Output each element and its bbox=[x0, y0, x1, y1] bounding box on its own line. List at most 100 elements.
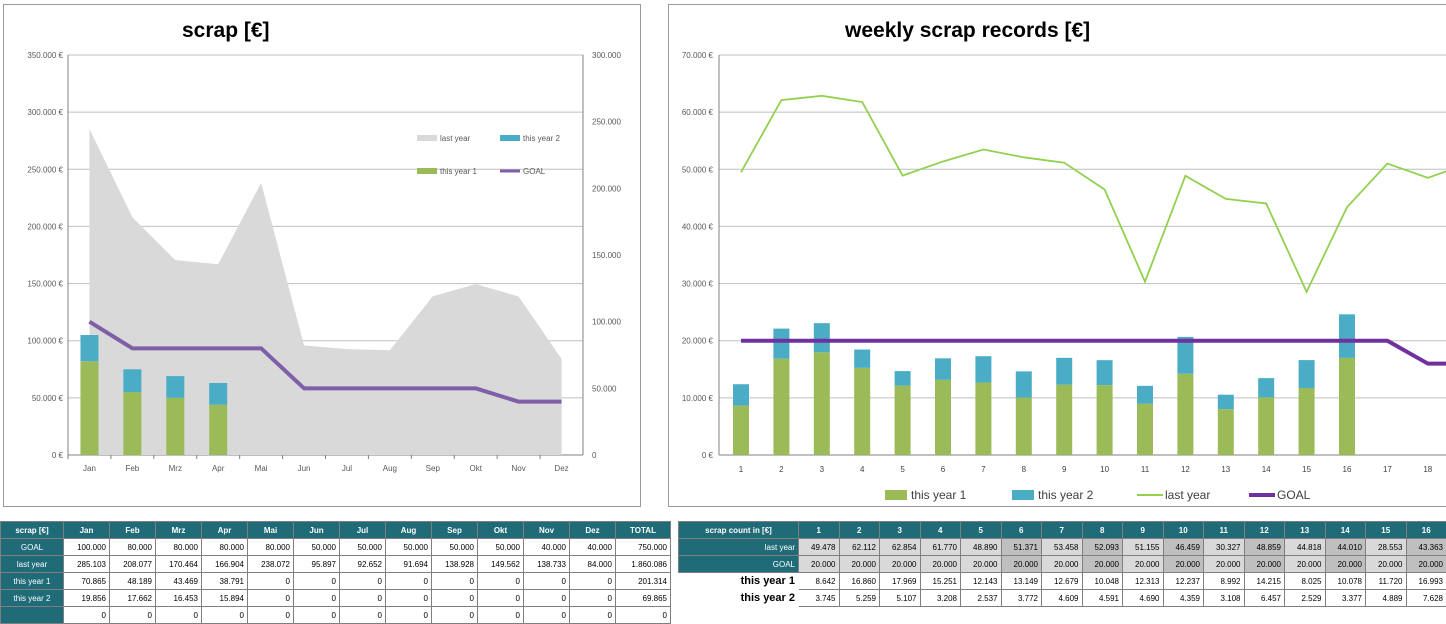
table-cell: 17.969 bbox=[880, 573, 921, 590]
table-cell: 0 bbox=[294, 573, 340, 590]
table-cell: 138.733 bbox=[524, 556, 570, 573]
table-cell: 48.189 bbox=[110, 573, 156, 590]
x-tick-label: Aug bbox=[383, 464, 397, 473]
bar-this-year-1 bbox=[773, 359, 789, 455]
table-cell: 20.000 bbox=[799, 556, 840, 573]
table-cell: 10.078 bbox=[1325, 573, 1366, 590]
bar-this-year-2 bbox=[773, 329, 789, 359]
table-cell: 20.000 bbox=[1244, 556, 1285, 573]
table-cell: 15.251 bbox=[920, 573, 961, 590]
table-cell: 3.108 bbox=[1204, 590, 1245, 607]
table-cell: 61.770 bbox=[920, 539, 961, 556]
table-cell: 3.772 bbox=[1001, 590, 1042, 607]
monthly-scrap-chart: 0 €50.000 €100.000 €150.000 €200.000 €25… bbox=[4, 5, 640, 506]
table-cell: 20.000 bbox=[1285, 556, 1326, 573]
bar-this-year-2 bbox=[166, 376, 184, 398]
bar-this-year-1 bbox=[1299, 388, 1315, 455]
table-cell: 14.215 bbox=[1244, 573, 1285, 590]
table-cell: 84.000 bbox=[570, 556, 616, 573]
y-tick-label: 70.000 € bbox=[682, 51, 714, 60]
table-cell: 3.377 bbox=[1325, 590, 1366, 607]
table-cell: 50.000 bbox=[478, 539, 524, 556]
row-label: this year 2 bbox=[679, 590, 799, 607]
table-cell: 4.889 bbox=[1366, 590, 1407, 607]
table-header-cell: 6 bbox=[1001, 522, 1042, 539]
table-cell: 8.642 bbox=[799, 573, 840, 590]
table-cell: 750.000 bbox=[616, 539, 671, 556]
bar-this-year-2 bbox=[1218, 395, 1234, 409]
table-header-cell: Jul bbox=[340, 522, 386, 539]
table-cell: 0 bbox=[64, 607, 110, 624]
table-cell: 2.529 bbox=[1285, 590, 1326, 607]
bar-this-year-1 bbox=[814, 352, 830, 455]
legend-label: last year bbox=[1165, 488, 1210, 502]
x-tick-label: 5 bbox=[900, 465, 905, 474]
table-cell: 48.859 bbox=[1244, 539, 1285, 556]
x-tick-label: 15 bbox=[1302, 465, 1311, 474]
table-cell: 6.457 bbox=[1244, 590, 1285, 607]
row-label: last year bbox=[679, 539, 799, 556]
y-tick-label: 250.000 € bbox=[27, 165, 63, 174]
table-header-cell: 15 bbox=[1366, 522, 1407, 539]
bar-this-year-2 bbox=[895, 371, 911, 385]
table-cell: 8.025 bbox=[1285, 573, 1326, 590]
table-cell: 50.000 bbox=[432, 539, 478, 556]
table-cell: 49.478 bbox=[799, 539, 840, 556]
table-cell: 0 bbox=[294, 590, 340, 607]
row-label: GOAL bbox=[1, 539, 64, 556]
table-cell: 80.000 bbox=[202, 539, 248, 556]
table-header-cell: 16 bbox=[1406, 522, 1446, 539]
table-cell: 0 bbox=[478, 573, 524, 590]
table-cell: 92.652 bbox=[340, 556, 386, 573]
bar-this-year-1 bbox=[123, 392, 141, 455]
bar-this-year-2 bbox=[1258, 378, 1274, 397]
table-cell: 62.112 bbox=[839, 539, 880, 556]
x-tick-label: Mrz bbox=[169, 464, 182, 473]
y2-tick-label: 100.000 bbox=[592, 318, 621, 327]
legend-swatch bbox=[1012, 490, 1034, 500]
table-cell: 3.745 bbox=[799, 590, 840, 607]
x-tick-label: 11 bbox=[1141, 465, 1150, 474]
table-cell: 20.000 bbox=[920, 556, 961, 573]
table-cell: 238.072 bbox=[248, 556, 294, 573]
table-cell: 0 bbox=[248, 607, 294, 624]
table-cell: 4.609 bbox=[1042, 590, 1083, 607]
table-cell: 0 bbox=[386, 590, 432, 607]
series-last-year-area bbox=[89, 129, 561, 455]
y-tick-label: 350.000 € bbox=[27, 51, 63, 60]
table-cell: 48.890 bbox=[961, 539, 1002, 556]
table-cell: 0 bbox=[340, 607, 386, 624]
row-label: this year 2 bbox=[1, 590, 64, 607]
bar-this-year-2 bbox=[1339, 314, 1355, 358]
table-cell: 0 bbox=[524, 573, 570, 590]
y-tick-label: 300.000 € bbox=[27, 108, 63, 117]
table-cell: 17.662 bbox=[110, 590, 156, 607]
table-cell: 20.000 bbox=[1082, 556, 1123, 573]
y-tick-label: 150.000 € bbox=[27, 280, 63, 289]
y2-tick-label: 50.000 bbox=[592, 384, 617, 393]
table-header-cell: Feb bbox=[110, 522, 156, 539]
legend-swatch bbox=[417, 135, 437, 141]
table-header-cell: 13 bbox=[1285, 522, 1326, 539]
table-cell: 70.865 bbox=[64, 573, 110, 590]
bar-this-year-2 bbox=[935, 358, 951, 380]
y2-tick-label: 200.000 bbox=[592, 184, 621, 193]
bar-this-year-1 bbox=[1097, 385, 1113, 455]
table-cell: 1.860.086 bbox=[616, 556, 671, 573]
table-header-cell: scrap [€] bbox=[1, 522, 64, 539]
table-cell: 10.048 bbox=[1082, 573, 1123, 590]
table-cell: 2.537 bbox=[961, 590, 1002, 607]
x-tick-label: 1 bbox=[739, 465, 744, 474]
y-tick-label: 50.000 € bbox=[682, 165, 714, 174]
table-cell: 5.107 bbox=[880, 590, 921, 607]
bar-this-year-1 bbox=[1339, 358, 1355, 455]
table-header-cell: 4 bbox=[920, 522, 961, 539]
y-tick-label: 200.000 € bbox=[27, 222, 63, 231]
table-cell: 5.259 bbox=[839, 590, 880, 607]
bar-this-year-2 bbox=[1299, 360, 1315, 388]
table-cell: 80.000 bbox=[248, 539, 294, 556]
